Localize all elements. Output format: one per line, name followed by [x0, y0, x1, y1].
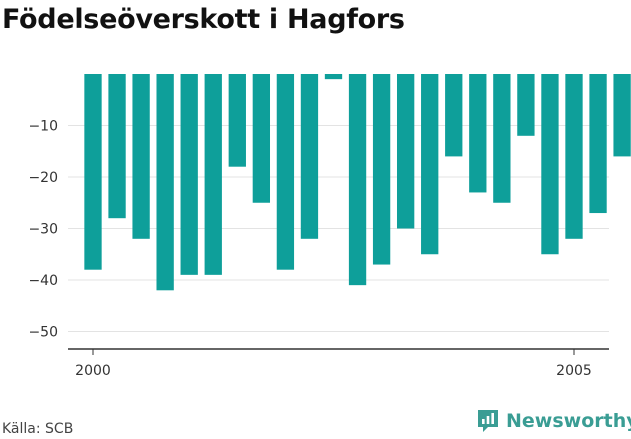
bar [132, 74, 150, 239]
bar [493, 74, 511, 203]
bar [204, 74, 222, 275]
y-tick-label: −40 [28, 273, 58, 289]
bar [613, 74, 631, 157]
brand-logo: Newsworthy [476, 408, 631, 434]
bar [445, 74, 463, 157]
y-tick-label: −50 [28, 325, 58, 341]
bar [372, 74, 391, 265]
bar [300, 74, 319, 239]
x-tick-label: 2000 [75, 363, 111, 379]
bar [469, 74, 487, 193]
source-note: Källa: SCB [2, 421, 74, 437]
y-tick-label: −20 [28, 170, 58, 186]
chart: 200020052010201520202025 −10−20−30−40−50 [28, 74, 631, 379]
x-tick-label: 2005 [556, 363, 592, 379]
y-tick-label: −10 [28, 119, 58, 135]
bar [348, 74, 367, 286]
bar [276, 74, 295, 270]
bar [589, 74, 607, 214]
bar [517, 74, 535, 136]
page-title: Födelseöverskott i Hagfors [2, 4, 405, 35]
bar [541, 74, 559, 255]
brand-name: Newsworthy [506, 410, 631, 432]
bar [324, 74, 343, 80]
bar [180, 74, 198, 275]
x-axis-ticks: 200020052010201520202025 [75, 349, 592, 379]
bar [252, 74, 271, 203]
bar [108, 74, 126, 219]
bar [156, 74, 174, 291]
bar [396, 74, 415, 229]
bar [228, 74, 246, 167]
y-axis-ticks: −10 −20 −30 −40 −50 [28, 119, 58, 341]
bars [84, 74, 631, 291]
bar [84, 74, 102, 270]
bar [421, 74, 439, 255]
y-tick-label: −30 [28, 222, 58, 238]
bar [565, 74, 583, 239]
bar-chart-logo-icon [478, 410, 498, 432]
